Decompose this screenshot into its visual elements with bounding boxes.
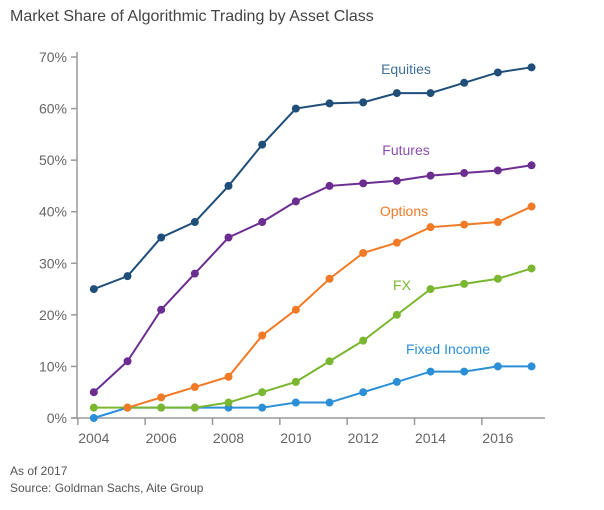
options-point: [392, 238, 401, 247]
fixed-income-point: [527, 362, 536, 371]
fx-line: [93, 267, 532, 409]
y-tick-label: 60%: [39, 101, 67, 117]
futures-line: [93, 164, 532, 393]
fx-point: [392, 310, 401, 319]
y-tick-label: 70%: [39, 49, 67, 65]
fx-point: [157, 403, 166, 412]
fixed-income-point: [89, 414, 98, 422]
equities-point: [89, 285, 98, 294]
fixed-income-point: [460, 367, 469, 376]
equities-point: [190, 218, 199, 227]
y-tick-label: 10%: [39, 358, 67, 374]
futures-point: [224, 233, 233, 242]
options-point: [493, 218, 502, 227]
x-tick-label: 2014: [415, 430, 446, 446]
futures-point: [291, 197, 300, 206]
equities-point: [157, 233, 166, 242]
fixed-income-point: [359, 388, 368, 397]
fx-point: [258, 388, 267, 397]
fixed-income-point: [291, 398, 300, 407]
equities-point: [527, 63, 536, 72]
options-line: [127, 205, 532, 409]
fixed-income-point: [426, 367, 435, 376]
futures-point: [426, 171, 435, 180]
equities-label: Equities: [381, 61, 431, 77]
x-tick-label: 2008: [213, 430, 244, 446]
equities-line: [93, 66, 532, 291]
equities-point: [426, 89, 435, 98]
fx-point: [460, 279, 469, 288]
x-tick-label: 2004: [78, 430, 109, 446]
fx-point: [359, 336, 368, 345]
futures-point: [190, 269, 199, 278]
futures-point: [527, 161, 536, 170]
futures-point: [123, 357, 132, 366]
fx-point: [493, 274, 502, 283]
options-point: [291, 305, 300, 314]
equities-point: [359, 98, 368, 107]
series-group: Fixed Income FX Options Futures Equities: [89, 61, 536, 422]
fx-point: [426, 285, 435, 294]
x-tick-label: 2012: [348, 430, 379, 446]
fixed-income-point: [258, 403, 267, 412]
equities-point: [291, 104, 300, 113]
equities-point: [258, 140, 267, 149]
footnote-date: As of 2017: [10, 464, 68, 478]
options-label: Options: [380, 203, 428, 219]
y-tick-label: 50%: [39, 152, 67, 168]
options-point: [359, 248, 368, 257]
y-tick-label: 20%: [39, 307, 67, 323]
futures-label: Futures: [382, 142, 429, 158]
options-point: [460, 220, 469, 229]
fx-point: [527, 264, 536, 273]
fx-point: [224, 398, 233, 407]
x-tick-label: 2016: [482, 430, 513, 446]
options-point: [190, 383, 199, 392]
options-point: [426, 223, 435, 232]
equities-point: [325, 99, 334, 108]
footnote-source: Source: Goldman Sachs, Aite Group: [10, 481, 204, 495]
equities-point: [123, 272, 132, 281]
fx-point: [325, 357, 334, 366]
y-tick-label: 30%: [39, 255, 67, 271]
fx-point: [291, 377, 300, 386]
x-tick-label: 2006: [146, 430, 177, 446]
futures-point: [89, 388, 98, 397]
fixed-income-point: [493, 362, 502, 371]
options-point: [258, 331, 267, 340]
options-point: [123, 403, 132, 412]
futures-point: [392, 176, 401, 185]
futures-point: [325, 181, 334, 190]
fx-point: [89, 403, 98, 412]
equities-point: [493, 68, 502, 77]
futures-point: [359, 179, 368, 188]
chart-title: Market Share of Algorithmic Trading by A…: [10, 8, 374, 25]
options-point: [527, 202, 536, 211]
fixed-income-point: [325, 398, 334, 407]
fixed-income-label: Fixed Income: [406, 341, 490, 357]
x-tick-label: 2010: [280, 430, 311, 446]
equities-point: [460, 78, 469, 87]
options-point: [157, 393, 166, 402]
y-tick-label: 0%: [47, 410, 67, 426]
fixed-income-point: [392, 377, 401, 386]
futures-point: [493, 166, 502, 175]
options-point: [224, 372, 233, 381]
futures-point: [258, 218, 267, 227]
fx-label: FX: [393, 277, 412, 293]
equities-point: [392, 89, 401, 98]
futures-point: [157, 305, 166, 314]
axes: 0% 10% 20% 30% 40% 50% 60% 70% 2004 2006 2008 2010 2…: [39, 49, 545, 446]
equities-point: [224, 181, 233, 190]
options-point: [325, 274, 334, 283]
fx-point: [190, 403, 199, 412]
y-tick-label: 40%: [39, 204, 67, 220]
futures-point: [460, 169, 469, 178]
